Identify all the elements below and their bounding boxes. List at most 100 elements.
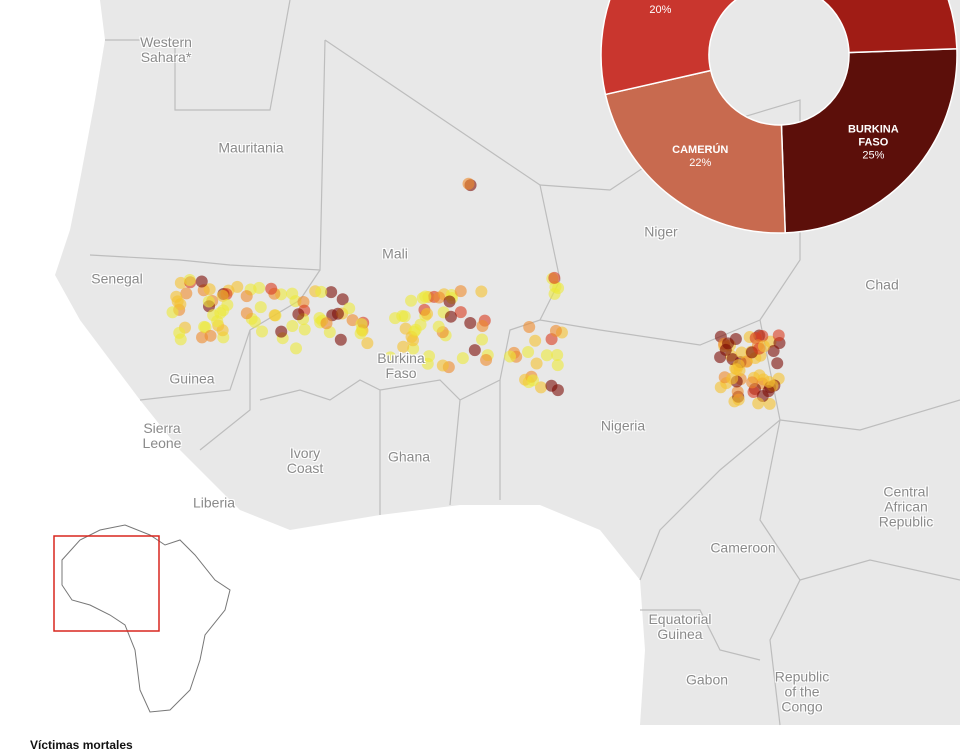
incident-dot xyxy=(735,346,748,359)
incident-dot xyxy=(464,316,477,329)
country-label: Western Sahara* xyxy=(140,34,192,65)
incident-dot xyxy=(384,351,397,364)
incident-dot xyxy=(297,296,310,309)
country-label: Sierra Leone xyxy=(142,420,182,451)
incident-dot xyxy=(203,283,216,296)
incident-dot xyxy=(551,349,564,362)
incident-dot xyxy=(771,357,784,370)
incident-dot xyxy=(747,386,760,399)
incident-dot xyxy=(551,359,564,372)
incident-dot xyxy=(444,310,457,323)
incident-dot xyxy=(195,275,208,288)
country-label: Ghana xyxy=(387,448,431,465)
incident-dots xyxy=(166,177,786,410)
incident-dot xyxy=(207,309,220,322)
incident-dot xyxy=(732,359,745,372)
incident-dot xyxy=(331,307,344,320)
country-label: Senegal xyxy=(91,270,143,287)
segment-label: MALI20% xyxy=(622,0,698,17)
incident-dot xyxy=(361,337,374,350)
incident-dot xyxy=(456,352,469,365)
incident-dot xyxy=(468,344,481,357)
incident-dot xyxy=(462,177,475,190)
incident-dot xyxy=(174,298,187,311)
incident-dot xyxy=(726,372,739,385)
africa-outline xyxy=(61,524,231,713)
segment-value: 22% xyxy=(689,157,712,170)
country-label: Equatorial Guinea xyxy=(648,611,712,642)
incident-dot xyxy=(398,310,411,323)
incident-dot xyxy=(292,308,305,321)
incident-dot xyxy=(180,287,193,300)
incident-dot xyxy=(286,287,299,300)
segment-name: CAMERÚN xyxy=(672,144,729,157)
country-label: Chad xyxy=(865,276,899,293)
incident-dot xyxy=(757,340,770,353)
incident-dot xyxy=(407,342,420,355)
incident-dot xyxy=(265,282,278,295)
incident-dot xyxy=(343,302,356,315)
country-label: Liberia xyxy=(192,494,236,511)
incident-dot xyxy=(216,324,229,337)
segment-name: BURKINA FASO xyxy=(847,123,899,149)
incident-dot xyxy=(248,315,261,328)
incident-dot xyxy=(476,333,489,346)
incident-dot xyxy=(432,320,445,333)
incident-dot xyxy=(355,318,368,331)
incident-dot xyxy=(397,340,410,353)
country-label: Niger xyxy=(644,223,678,240)
incident-dot xyxy=(254,301,267,314)
incident-dot xyxy=(522,346,535,359)
footer: Víctimas mortales xyxy=(30,738,133,750)
incident-dot xyxy=(221,298,234,311)
incident-dot xyxy=(216,289,229,302)
incident-dot xyxy=(255,325,268,338)
inset-highlight xyxy=(53,535,160,632)
segment-value: 25% xyxy=(862,149,885,162)
incident-dot xyxy=(416,292,429,305)
incident-dot xyxy=(762,375,775,388)
segment-name: MALI xyxy=(622,0,698,4)
incident-dot xyxy=(173,326,186,339)
incident-dot xyxy=(334,333,347,346)
country-label: Ivory Coast xyxy=(286,445,324,476)
incident-dot xyxy=(240,290,253,303)
incident-dot xyxy=(336,293,349,306)
incident-dot xyxy=(405,294,418,307)
incident-dot xyxy=(443,295,456,308)
incident-dot xyxy=(523,321,536,334)
incident-dot xyxy=(763,397,776,410)
borders xyxy=(89,0,960,726)
incident-dot xyxy=(746,376,759,389)
incident-dot xyxy=(275,325,288,338)
incident-dot xyxy=(421,357,434,370)
incident-dot xyxy=(298,323,311,336)
segment-value: 20% xyxy=(649,4,672,17)
incident-dot xyxy=(548,271,561,284)
incident-dot xyxy=(772,329,785,342)
incident-dot xyxy=(549,324,562,337)
inset-map xyxy=(53,524,231,713)
incident-dot xyxy=(290,342,303,355)
incident-dot xyxy=(240,307,253,320)
country-label: Republic of the Congo xyxy=(774,668,830,715)
incident-dot xyxy=(286,320,299,333)
incident-dot xyxy=(529,334,542,347)
incident-dot xyxy=(315,285,328,298)
incident-dot xyxy=(476,319,489,332)
incident-dot xyxy=(325,286,338,299)
donut-segment xyxy=(600,0,738,96)
segment-label: BURKINA FASO 25% xyxy=(835,123,911,162)
incident-dot xyxy=(421,307,434,320)
country-label: Guinea xyxy=(169,370,215,387)
donut-segment xyxy=(821,0,958,54)
incident-dot xyxy=(454,306,467,319)
incident-dot xyxy=(545,379,558,392)
incident-dot xyxy=(752,397,765,410)
incident-dot xyxy=(204,329,217,342)
incident-dot xyxy=(436,359,449,372)
incident-dot xyxy=(268,309,281,322)
incident-dot xyxy=(552,282,565,295)
